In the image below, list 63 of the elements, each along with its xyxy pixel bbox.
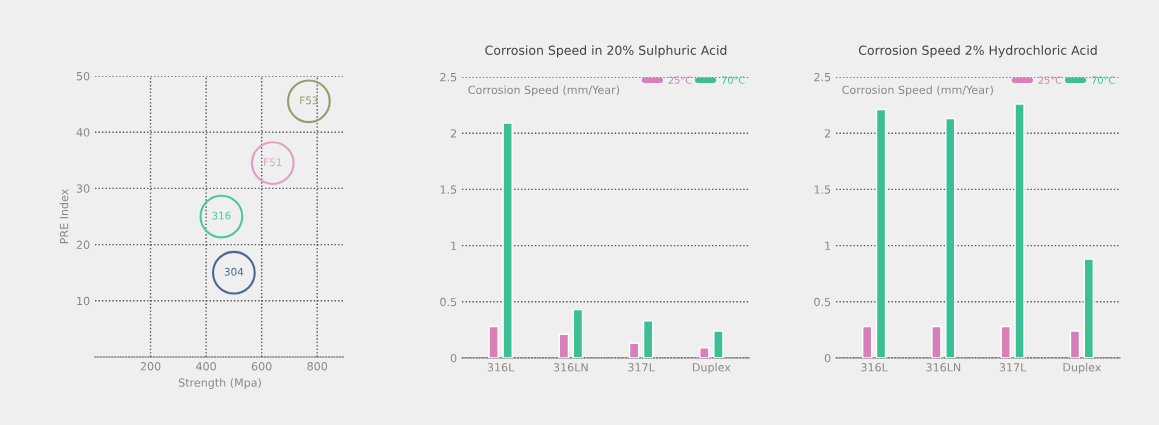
bar <box>642 320 654 358</box>
bar <box>1014 103 1025 358</box>
x-tick-label: 200 <box>140 362 161 371</box>
y-tick-label: 2.5 <box>440 72 457 82</box>
bar <box>1083 258 1095 358</box>
x-tick-label: 317L <box>999 363 1027 372</box>
y-tick-label: 1 <box>451 241 457 250</box>
bar <box>713 330 724 358</box>
bar <box>628 342 640 358</box>
legend-label: 70°C <box>1091 76 1115 84</box>
y-tick-label: 2 <box>824 129 831 138</box>
bar <box>488 325 499 358</box>
bar <box>875 108 887 358</box>
y-tick-label: 30 <box>76 184 90 193</box>
y-axis-title: Corrosion Speed (mm/Year) <box>842 85 993 97</box>
x-tick-label: 600 <box>251 362 272 371</box>
x-tick-label: Duplex <box>1063 362 1102 374</box>
chart-title: Corrosion Speed 2% Hydrochloric Acid <box>858 45 1097 58</box>
series-label: 304 <box>224 267 244 276</box>
bar <box>861 325 873 358</box>
bar <box>558 333 570 358</box>
bar <box>1000 325 1011 358</box>
x-tick-label: Duplex <box>692 362 731 374</box>
y-tick-label: 2 <box>450 129 457 138</box>
x-tick-label: 317L <box>628 363 655 372</box>
series-label: F53 <box>300 96 318 105</box>
y-tick-label: 1.5 <box>440 185 457 194</box>
y-tick-label: 40 <box>76 128 90 137</box>
x-tick-label: 316LN <box>926 363 961 372</box>
point <box>199 194 244 239</box>
bar <box>945 117 956 358</box>
x-tick-label: 400 <box>196 362 216 371</box>
x-tick-label: 316LN <box>553 363 588 372</box>
x-tick-label: 316L <box>487 363 515 372</box>
y-tick-label: 0.5 <box>814 297 831 307</box>
x-tick-label: 316L <box>861 363 888 372</box>
bar <box>1069 330 1081 358</box>
y-tick-label: 20 <box>76 240 90 249</box>
legend-label: 25°C <box>668 76 692 84</box>
chart-title: Corrosion Speed in 20% Sulphuric Acid <box>485 45 727 58</box>
y-tick-label: 2.5 <box>814 72 831 82</box>
y-axis-title: Corrosion Speed (mm/Year) <box>468 85 620 97</box>
y-tick-label: 0.5 <box>440 297 457 307</box>
bar <box>931 325 942 358</box>
y-tick-label: 50 <box>76 71 90 81</box>
y-tick-label: 0 <box>824 353 831 363</box>
series-label: 316 <box>212 211 231 220</box>
bar <box>699 347 710 358</box>
y-tick-label: 0 <box>450 353 457 363</box>
legend-label: 70°C <box>721 76 745 84</box>
point <box>250 141 295 185</box>
y-tick-label: 1.5 <box>814 185 831 194</box>
y-axis-title: PRE Index <box>59 189 69 244</box>
y-tick-label: 1 <box>825 241 831 250</box>
series-label: F51 <box>264 158 282 167</box>
x-axis-title: Strength (Mpa) <box>178 378 261 389</box>
legend-label: 25°C <box>1038 76 1062 84</box>
point <box>212 250 256 295</box>
bar <box>502 122 513 358</box>
bar <box>572 308 584 358</box>
x-tick-label: 800 <box>307 362 328 371</box>
point <box>287 79 331 124</box>
y-tick-label: 10 <box>77 296 90 306</box>
